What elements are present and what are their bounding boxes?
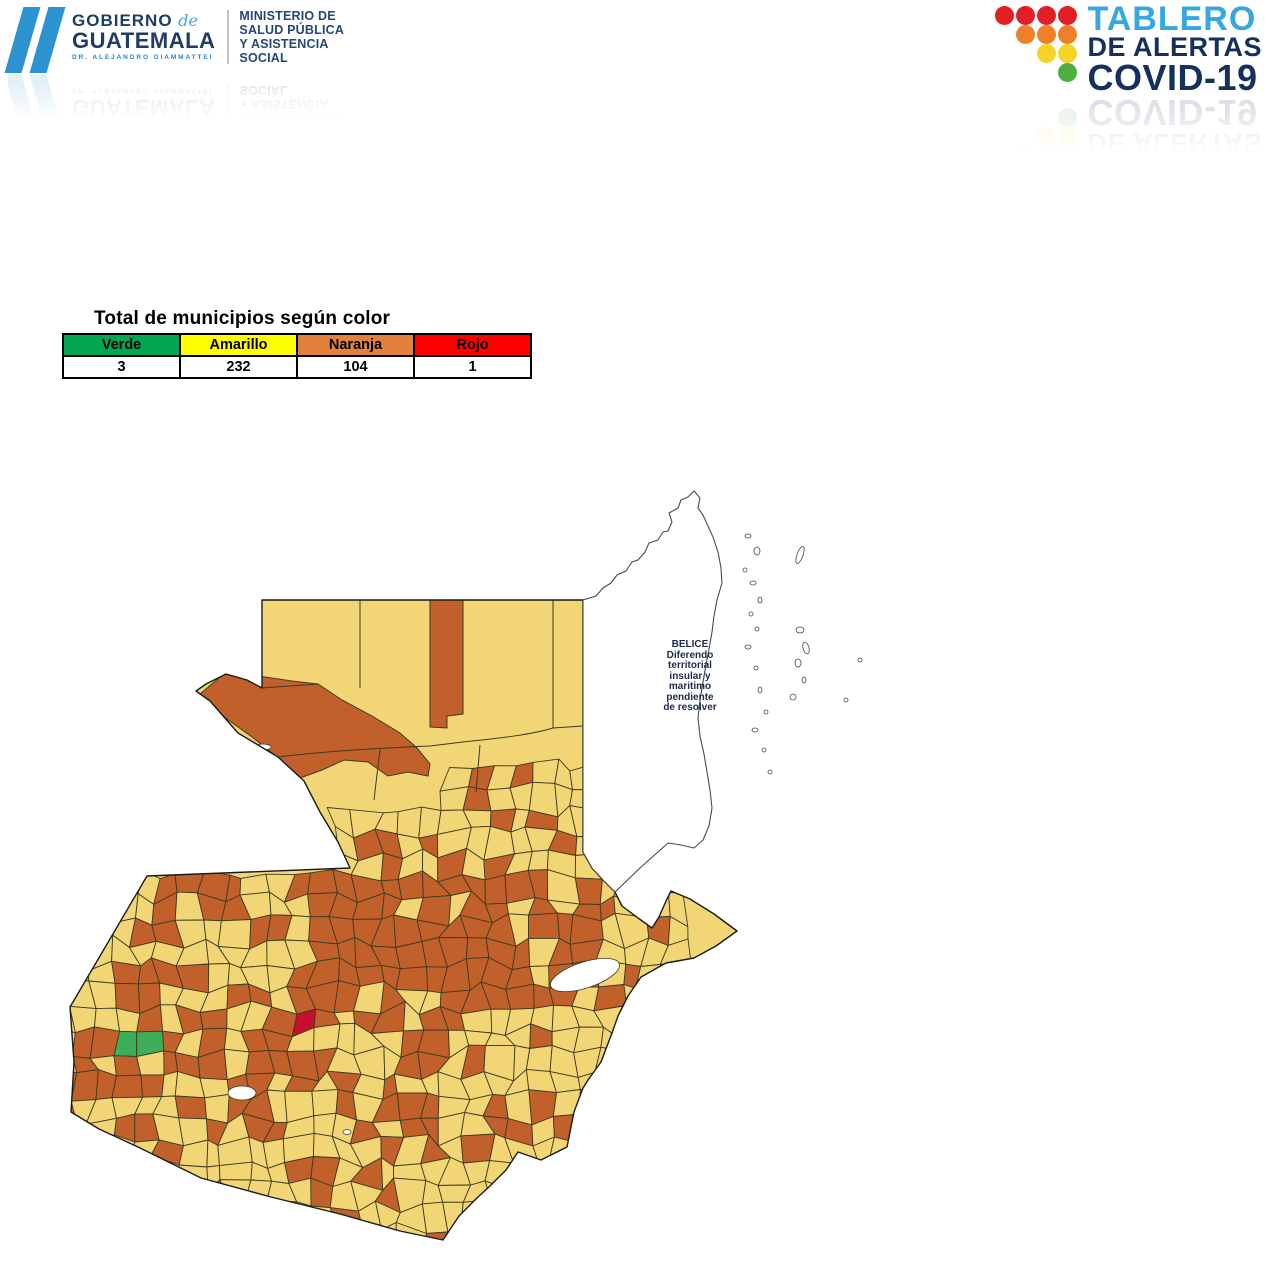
header-cell-rojo: Rojo	[413, 333, 532, 357]
summary-title: Total de municipios según color	[94, 308, 391, 329]
header-cell-amarillo: Amarillo	[179, 333, 298, 357]
belize-note-line: pendiente	[666, 691, 714, 703]
value-cell-rojo: 1	[413, 355, 532, 379]
belize-note-line: maritimo	[668, 681, 712, 692]
value-cell-verde: 3	[62, 355, 181, 379]
de-text: de	[178, 11, 199, 30]
covid-wordmark: TABLERO DE ALERTAS COVID-19	[1087, 0, 1262, 98]
belize-note-line: Diferendo	[666, 649, 714, 661]
belize-note-line: territorial	[668, 660, 712, 671]
de-alertas-text: DE ALERTAS	[1087, 32, 1262, 62]
municipality-color-summary: Total de municipios según color Verde Am…	[62, 308, 532, 379]
belize-note-line: BELICE	[671, 639, 709, 650]
guatemala-text: GUATEMALA	[72, 28, 216, 53]
president-name-text: DR. ALEJANDRO GIAMMATTEI	[72, 54, 214, 61]
yellow-dot-icon	[1037, 44, 1057, 63]
yellow-dot-icon	[1058, 44, 1078, 63]
government-logo: GOBIERNO de GUATEMALA DR. ALEJANDRO GIAM…	[4, 4, 345, 144]
header-cell-naranja: Naranja	[296, 333, 415, 357]
green-dot-icon	[1058, 63, 1078, 82]
red-dot-icon	[1016, 6, 1036, 25]
government-wordmark: GOBIERNO de GUATEMALA DR. ALEJANDRO GIAM…	[72, 12, 215, 62]
belize-note: BELICE Diferendo territorial insular y m…	[641, 639, 739, 714]
red-dot-icon	[1037, 6, 1057, 25]
summary-table: Verde Amarillo Naranja Rojo 3 232 104 1	[62, 333, 532, 379]
orange-dot-icon	[1037, 25, 1057, 44]
value-cell-amarillo: 232	[179, 355, 298, 379]
red-dot-icon	[1058, 6, 1078, 25]
ministry-name: MINISTERIO DE SALUD PÚBLICA Y ASISTENCIA…	[239, 9, 345, 65]
logo-divider	[227, 10, 230, 64]
summary-value-row: 3 232 104 1	[62, 355, 532, 379]
red-dot-icon	[995, 6, 1015, 25]
gobierno-text: GOBIERNO	[72, 11, 173, 30]
covid19-text: COVID-19	[1087, 57, 1258, 98]
orange-dot-icon	[1016, 25, 1036, 44]
belize-note-line: insular y	[669, 670, 711, 682]
tablero-text: TABLERO	[1087, 0, 1257, 38]
value-cell-naranja: 104	[296, 355, 415, 379]
summary-header-row: Verde Amarillo Naranja Rojo	[62, 333, 532, 357]
header-cell-verde: Verde	[62, 333, 181, 357]
covid-dashboard-logo: TABLERO DE ALERTAS COVID-19 TABLERO DE A…	[995, 0, 1262, 190]
belize-note-line: de resolver	[663, 702, 717, 713]
orange-dot-icon	[1058, 25, 1078, 44]
alert-dots-icon	[995, 4, 1079, 84]
